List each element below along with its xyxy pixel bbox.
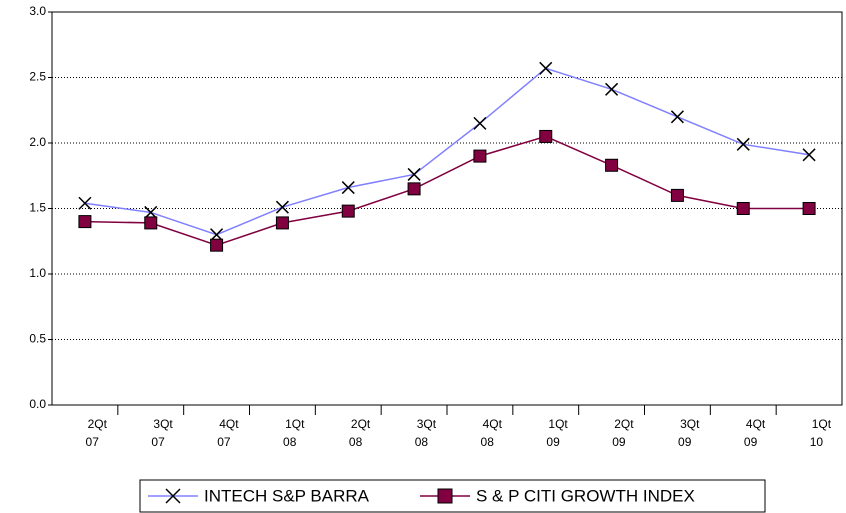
x-tick-label: 4Qt xyxy=(483,417,503,431)
legend-marker xyxy=(165,488,181,504)
x-tick-label: 2Qt xyxy=(88,417,108,431)
marker xyxy=(670,110,684,124)
x-tick-label: 07 xyxy=(151,435,165,449)
x-tick-label: 08 xyxy=(349,435,363,449)
marker xyxy=(605,82,619,96)
legend-label: S & P CITI GROWTH INDEX xyxy=(476,486,695,505)
marker xyxy=(407,182,421,196)
x-tick-label: 09 xyxy=(744,435,758,449)
marker xyxy=(736,137,750,151)
marker xyxy=(539,129,553,143)
x-tick-label: 10 xyxy=(810,435,824,449)
marker xyxy=(210,238,224,252)
marker xyxy=(144,216,158,230)
y-tick-label: 1.0 xyxy=(29,266,46,280)
legend-marker xyxy=(437,488,453,504)
marker xyxy=(539,61,553,75)
x-tick-label: 2Qt xyxy=(351,417,371,431)
series-line xyxy=(84,135,810,246)
x-tick-label: 09 xyxy=(546,435,560,449)
x-tick-label: 09 xyxy=(612,435,626,449)
marker xyxy=(407,167,421,181)
x-tick-label: 07 xyxy=(217,435,231,449)
marker xyxy=(341,204,355,218)
x-tick-label: 07 xyxy=(86,435,100,449)
plot-frame xyxy=(51,11,843,406)
x-tick-label: 4Qt xyxy=(746,417,766,431)
x-tick-label: 1Qt xyxy=(285,417,305,431)
marker xyxy=(275,216,289,230)
marker xyxy=(473,116,487,130)
y-tick-label: 1.5 xyxy=(29,201,46,215)
x-tick-label: 1Qt xyxy=(548,417,568,431)
marker xyxy=(78,196,92,210)
x-tick-label: 09 xyxy=(678,435,692,449)
marker xyxy=(802,202,816,215)
marker xyxy=(78,215,92,229)
y-tick-label: 2.5 xyxy=(29,70,46,84)
y-tick-label: 0.5 xyxy=(29,332,46,346)
marker xyxy=(736,202,750,215)
x-tick-label: 3Qt xyxy=(680,417,700,431)
y-tick-label: 0.0 xyxy=(29,397,46,411)
x-tick-label: 08 xyxy=(415,435,429,449)
x-tick-label: 08 xyxy=(481,435,495,449)
x-tick-label: 3Qt xyxy=(417,417,437,431)
y-tick-label: 3.0 xyxy=(29,4,46,18)
x-tick-label: 2Qt xyxy=(614,417,634,431)
x-tick-label: 1Qt xyxy=(812,417,832,431)
marker xyxy=(670,188,684,202)
y-tick-label: 2.0 xyxy=(29,135,46,149)
marker xyxy=(341,181,355,195)
x-tick-label: 3Qt xyxy=(153,417,173,431)
marker xyxy=(275,200,289,214)
marker xyxy=(802,148,816,162)
legend-label: INTECH S&P BARRA xyxy=(204,486,370,505)
x-tick-label: 4Qt xyxy=(219,417,239,431)
marker xyxy=(473,149,487,163)
series-line xyxy=(84,67,810,236)
x-tick-label: 08 xyxy=(283,435,297,449)
marker xyxy=(605,158,619,172)
